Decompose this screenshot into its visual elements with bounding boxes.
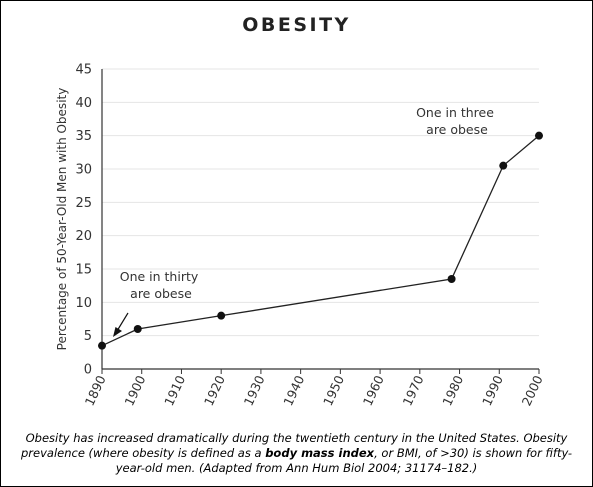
x-tick-label-1970: 1970 (399, 373, 426, 408)
y-tick-label-25: 25 (75, 196, 92, 211)
y-tick-label-5: 5 (84, 329, 92, 344)
annotation-arrow-head (113, 327, 122, 337)
data-point-1978 (447, 275, 456, 283)
x-tick-label-1890: 1890 (82, 373, 109, 408)
annotation-layer: One in thirty are obese One in three are… (113, 105, 498, 337)
figure-caption: Obesity has increased dramatically durin… (9, 431, 584, 476)
y-tick-labels: 0 5 10 15 20 25 30 35 40 45 (75, 63, 92, 378)
annotation-one-in-three: One in three are obese (416, 105, 498, 137)
x-tick-label-2000: 2000 (519, 373, 546, 408)
x-tick-labels: 1890 1900 1910 1920 1930 1940 1950 1960 1970 1980… (82, 373, 546, 408)
y-tick-label-0: 0 (84, 363, 92, 378)
x-tick-label-1910: 1910 (161, 373, 188, 408)
annotation-arrow-shaft (116, 312, 129, 332)
chart-title: OBESITY (242, 14, 351, 36)
x-tick-label-1900: 1900 (121, 373, 148, 408)
x-tick-label-1990: 1990 (479, 373, 506, 408)
annotation-one-in-thirty: One in thirty are obese (120, 269, 203, 301)
y-tick-label-40: 40 (75, 96, 92, 111)
annotation-one-in-thirty-line-2: are obese (130, 286, 192, 301)
caption-bold-term: body mass index (265, 446, 375, 460)
axes (101, 69, 540, 374)
y-tick-label-15: 15 (75, 263, 92, 278)
caption-text-2: , or BMI, of >30) is shown for fifty-yea… (115, 446, 572, 475)
y-tick-label-10: 10 (75, 296, 92, 311)
grid-lines (102, 68, 539, 337)
data-point-1899 (133, 325, 142, 333)
series-line-0 (101, 135, 540, 347)
annotation-one-in-three-line-2: are obese (426, 122, 488, 137)
annotation-one-in-thirty-line-1: One in thirty (120, 269, 199, 284)
y-tick-label-35: 35 (75, 129, 92, 144)
y-tick-label-30: 30 (75, 163, 92, 178)
data-point-1890 (98, 341, 106, 350)
x-tick-label-1980: 1980 (439, 373, 466, 408)
data-point-2000 (535, 131, 543, 140)
y-tick-label-20: 20 (75, 229, 92, 244)
annotation-one-in-three-line-1: One in three (416, 105, 494, 120)
data-point-1920 (217, 311, 226, 320)
x-tick-label-1930: 1930 (241, 373, 268, 408)
data-point-1991 (499, 161, 508, 170)
y-axis-label: Percentage of 50-Year-Old Men with Obesi… (55, 88, 69, 351)
x-tick-label-1920: 1920 (201, 373, 228, 408)
x-tick-label-1960: 1960 (360, 373, 387, 408)
y-tick-label-45: 45 (75, 63, 92, 78)
series-layer (98, 131, 543, 350)
x-tick-label-1940: 1940 (280, 373, 307, 408)
caption-text-1: Obesity has increased dramatically durin… (20, 431, 568, 460)
x-tick-label-1950: 1950 (320, 373, 347, 408)
